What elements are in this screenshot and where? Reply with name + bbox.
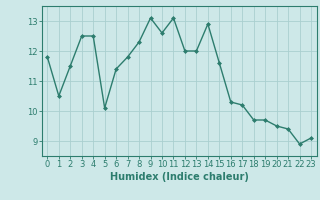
X-axis label: Humidex (Indice chaleur): Humidex (Indice chaleur) (110, 172, 249, 182)
